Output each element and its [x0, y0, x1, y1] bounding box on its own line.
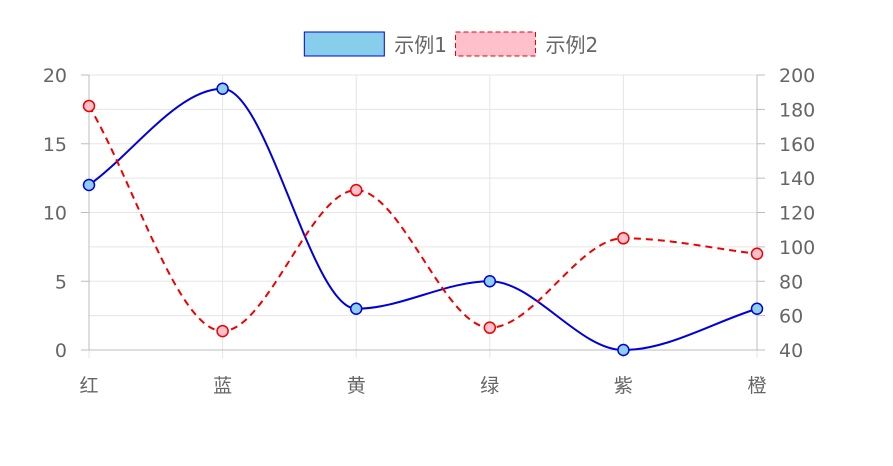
series-line-1	[88, 87, 758, 352]
data-point-series-2[interactable]	[82, 99, 96, 113]
y-right-tick-label: 60	[779, 306, 803, 328]
x-tick-label: 紫	[614, 375, 633, 397]
data-point-series-1[interactable]	[349, 302, 363, 315]
y-right-tick-label: 120	[779, 203, 815, 225]
x-tick-label: 蓝	[213, 375, 232, 397]
y-right-tick-label: 200	[779, 65, 815, 87]
legend: 示例1 示例2	[303, 31, 599, 57]
y-right-tick-label: 180	[779, 99, 815, 121]
series-lines	[88, 87, 758, 352]
y-right-tick-label: 140	[779, 168, 815, 190]
legend-swatch-2[interactable]	[455, 31, 536, 57]
series-line-2	[88, 105, 758, 333]
data-point-series-2[interactable]	[349, 183, 363, 197]
legend-label-1[interactable]: 示例1	[394, 33, 447, 57]
legend-label-2[interactable]: 示例2	[546, 33, 599, 57]
y-right-tick-label: 80	[779, 271, 803, 293]
y-right-tick-label: 160	[779, 134, 815, 156]
grid	[88, 74, 758, 358]
data-point-series-2[interactable]	[617, 232, 630, 245]
y-left-tick-label: 0	[55, 340, 67, 362]
data-point-series-2[interactable]	[216, 324, 229, 338]
data-point-series-1[interactable]	[750, 302, 764, 315]
legend-swatch-1[interactable]	[303, 31, 385, 57]
data-point-series-2[interactable]	[750, 247, 764, 260]
x-tick-label: 绿	[480, 375, 499, 397]
y-left-tick-label: 10	[43, 203, 67, 225]
data-points	[82, 82, 764, 357]
data-point-series-1[interactable]	[82, 178, 96, 192]
y-left-tick-label: 20	[43, 65, 67, 87]
data-point-series-1[interactable]	[483, 275, 497, 288]
axes: 0 5 10 15 20 40 60 80 100 120 140 160 180 200 红 蓝 黄 绿 紫 橙	[43, 65, 815, 397]
data-point-series-1[interactable]	[617, 343, 630, 357]
x-tick-label: 橙	[747, 375, 766, 397]
x-tick-label: 红	[79, 375, 98, 397]
data-point-series-1[interactable]	[216, 82, 229, 95]
x-tick-label: 黄	[347, 375, 366, 397]
y-right-tick-label: 100	[779, 237, 815, 259]
y-left-tick-label: 5	[55, 271, 67, 293]
y-left-tick-label: 15	[43, 134, 67, 156]
data-point-series-2[interactable]	[483, 321, 497, 334]
y-right-tick-label: 40	[779, 340, 803, 362]
